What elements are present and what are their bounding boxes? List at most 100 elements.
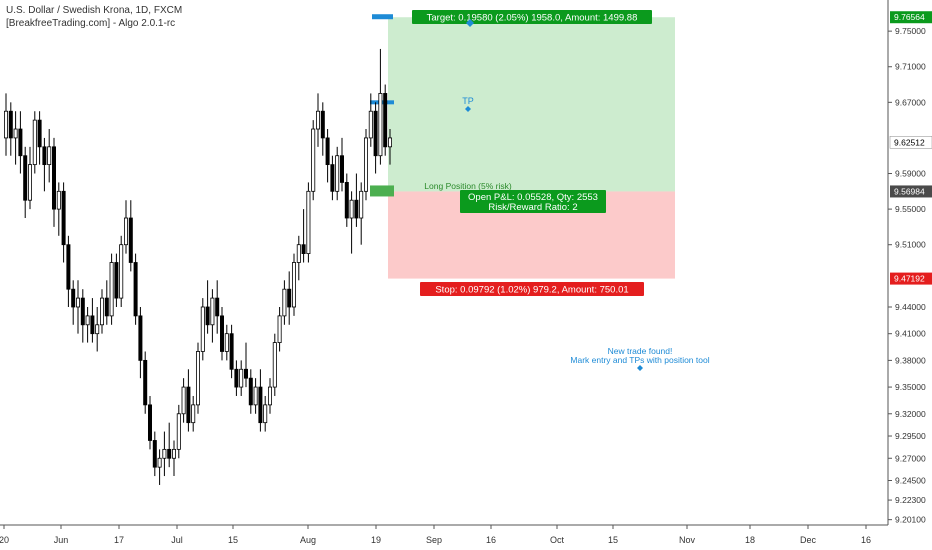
pnl-box: Open P&L: 0.05528, Qty: 2553Risk/Reward … [460, 190, 606, 213]
candle-body [109, 262, 114, 317]
candle-body [200, 306, 205, 352]
candle-body [335, 155, 340, 192]
time-tick-label: Jun [54, 535, 69, 545]
candle-body [234, 368, 239, 388]
candle-body [339, 155, 344, 183]
tp-label: TP [462, 96, 474, 106]
candle-body [100, 297, 105, 326]
price-tick-label: 9.67000 [895, 97, 926, 107]
target-diamond-icon [466, 19, 474, 27]
price-badge-text: 9.62512 [894, 137, 925, 147]
price-tick-label: 9.27000 [895, 453, 926, 463]
price-tick-label: 9.38000 [895, 355, 926, 365]
candle-body [66, 244, 71, 290]
candle-body [90, 315, 95, 335]
price-tick-label: 9.32000 [895, 409, 926, 419]
candle-body [191, 404, 196, 424]
price-tick-label: 9.71000 [895, 62, 926, 72]
candle-body [215, 297, 220, 317]
candle-body [61, 190, 66, 246]
candle-body [42, 146, 47, 166]
position-zones[interactable] [370, 14, 675, 279]
candle-body [387, 137, 392, 148]
candle-body [306, 190, 311, 255]
stop-label-text: Stop: 0.09792 (1.02%) 979.2, Amount: 750… [435, 285, 628, 296]
candle-body [124, 217, 129, 246]
pnl-text: Open P&L: 0.05528, Qty: 2553 [468, 192, 598, 203]
price-tick-label: 9.29500 [895, 431, 926, 441]
time-tick-label: 18 [745, 535, 755, 545]
candle-body [138, 315, 143, 361]
candle-body [181, 386, 186, 415]
target-label: Target: 0.19580 (2.05%) 1958.0, Amount: … [412, 10, 652, 24]
candle-body [325, 137, 330, 166]
candle-body [239, 368, 244, 388]
stop-label: Stop: 0.09792 (1.02%) 979.2, Amount: 750… [420, 282, 644, 296]
indicator-title: [BreakfreeTrading.com] - Algo 2.0.1-rc [6, 18, 176, 29]
candle-body [378, 93, 383, 157]
price-tick-label: 9.59000 [895, 169, 926, 179]
candle-body [368, 110, 373, 139]
candle-body [272, 342, 277, 388]
candle-body [37, 119, 42, 148]
time-tick-label: Oct [550, 535, 565, 545]
candle-body [76, 297, 81, 308]
candle-body [186, 386, 191, 424]
candle-body [344, 182, 349, 219]
position-label: Long Position (5% risk) [424, 181, 512, 191]
position-labels: Target: 0.19580 (2.05%) 1958.0, Amount: … [412, 10, 710, 371]
price-tick-label: 9.24500 [895, 476, 926, 486]
candle-body [263, 404, 268, 424]
price-badge-text: 9.56984 [894, 186, 925, 196]
candle-body [320, 110, 325, 139]
candle-body [162, 448, 167, 459]
candle-body [32, 119, 37, 166]
time-tick-label: 19 [371, 535, 381, 545]
annotation-line2: Mark entry and TPs with position tool [570, 355, 709, 365]
candle-body [52, 146, 57, 210]
candle-body [104, 297, 109, 317]
target-marker [372, 14, 393, 20]
candle-body [282, 288, 287, 317]
profit-zone [388, 17, 675, 192]
time-tick-label: Jul [171, 535, 183, 545]
candle-body [128, 217, 133, 263]
price-tick-label: 9.55000 [895, 204, 926, 214]
candle-body [27, 164, 32, 201]
candle-body [8, 110, 13, 139]
time-axis[interactable]: 20 Jun 17 Jul 15 Aug 19 Sep 16 Oct 15 Nov 18 Dec 16 [0, 524, 888, 545]
candles-layer [4, 48, 392, 485]
time-tick-label: Sep [426, 535, 442, 545]
rr-text: Risk/Reward Ratio: 2 [488, 202, 577, 213]
candle-body [167, 448, 172, 459]
candle-body [56, 190, 61, 210]
price-axis[interactable]: 9.75000 9.71000 9.67000 9.59000 9.55000 9.510… [887, 0, 932, 525]
target-label-bg [412, 10, 652, 24]
candle-body [80, 297, 85, 326]
time-tick-label: Dec [800, 535, 817, 545]
candle-body [315, 110, 320, 130]
candle-body [258, 386, 263, 424]
price-badge-bg [890, 11, 932, 24]
candle-body [349, 199, 354, 219]
time-tick-label: 16 [861, 535, 871, 545]
candle-body [359, 190, 364, 219]
candle-body [176, 413, 181, 450]
price-badge-bg [890, 272, 932, 285]
price-badge: 9.56984 [890, 185, 932, 198]
candle-body [157, 457, 162, 468]
candle-body [229, 333, 234, 370]
candle-body [330, 164, 335, 192]
candle-body [219, 315, 224, 352]
candle-body [311, 128, 316, 192]
candle-body [85, 315, 90, 326]
candle-body [354, 199, 359, 219]
candle-body [4, 110, 9, 139]
time-tick-label: 15 [228, 535, 238, 545]
price-badge-text: 9.47192 [894, 274, 925, 284]
price-badge-bg [889, 136, 932, 149]
tp-diamond-icon [465, 106, 471, 112]
candle-body [13, 128, 18, 139]
candle-body [143, 359, 148, 406]
